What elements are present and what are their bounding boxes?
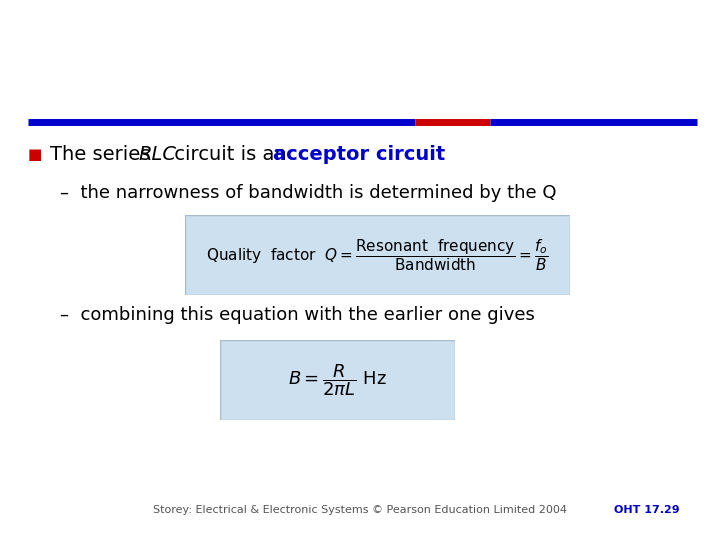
Text: Storey: Electrical & Electronic Systems © Pearson Education Limited 2004: Storey: Electrical & Electronic Systems …: [153, 505, 567, 515]
Text: RLC: RLC: [138, 145, 176, 165]
Text: circuit is an: circuit is an: [168, 145, 293, 165]
Text: –  combining this equation with the earlier one gives: – combining this equation with the earli…: [60, 306, 535, 324]
FancyBboxPatch shape: [185, 215, 570, 295]
Text: OHT 17.29: OHT 17.29: [614, 505, 680, 515]
Text: –  the narrowness of bandwidth is determined by the Q: – the narrowness of bandwidth is determi…: [60, 184, 557, 202]
Text: ■: ■: [28, 147, 42, 163]
FancyBboxPatch shape: [220, 340, 455, 420]
Text: Quality  factor  $Q = \dfrac{\mathrm{Resonant\ \ frequency}}{\mathrm{Bandwidth}}: Quality factor $Q = \dfrac{\mathrm{Reson…: [206, 237, 549, 273]
Text: $B = \dfrac{R}{2\pi L}\ \mathrm{Hz}$: $B = \dfrac{R}{2\pi L}\ \mathrm{Hz}$: [288, 362, 387, 398]
Text: The series: The series: [50, 145, 157, 165]
Text: acceptor circuit: acceptor circuit: [273, 145, 445, 165]
